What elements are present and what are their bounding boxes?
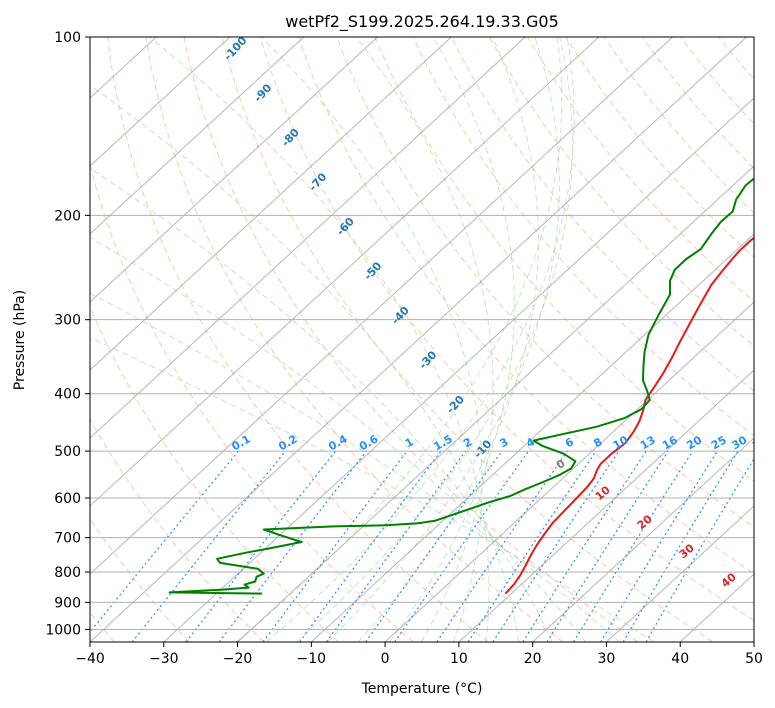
isotherm-line xyxy=(90,37,231,167)
mixing-ratio-line xyxy=(436,450,568,642)
dry-adiabat-line xyxy=(374,37,754,482)
chart-title: wetPf2_S199.2025.264.19.33.G05 xyxy=(285,12,559,32)
moist-adiabat-line xyxy=(149,37,490,642)
isotherm-line xyxy=(384,301,754,642)
moist-adiabat-line xyxy=(326,37,560,642)
x-tick-label: 0 xyxy=(381,651,390,667)
x-tick-label: −20 xyxy=(223,651,253,667)
y-tick-label: 200 xyxy=(54,208,81,224)
dry-adiabat-line xyxy=(450,37,754,392)
x-tick-label: −10 xyxy=(297,651,327,667)
dry-adiabat-line xyxy=(298,37,754,575)
moist-adiabat-line xyxy=(90,337,655,642)
y-tick-label: 900 xyxy=(54,595,81,611)
isotherm-line xyxy=(237,165,754,642)
isotherm-line xyxy=(163,97,754,642)
y-tick-label: 300 xyxy=(54,313,81,329)
x-tick-label: 20 xyxy=(524,651,542,667)
isotherm-line xyxy=(90,37,600,507)
background-lines xyxy=(90,37,754,642)
temperature-profile xyxy=(504,236,754,595)
moist-adiabat-line xyxy=(355,37,494,642)
isotherm-line xyxy=(90,37,526,439)
moist-adiabat-line xyxy=(389,37,515,642)
y-tick-label: 1000 xyxy=(45,622,81,638)
dry-adiabat-line xyxy=(183,37,639,642)
y-tick-label: 400 xyxy=(54,387,81,403)
moist-adiabat-line xyxy=(261,37,483,642)
dry-adiabat-line xyxy=(221,37,713,642)
mixing-ratio-line xyxy=(131,450,286,642)
mixing-ratio-line xyxy=(185,450,337,642)
dry-adiabat-line xyxy=(259,37,754,622)
isotherm-line xyxy=(532,437,754,642)
x-tick-label: 30 xyxy=(598,651,616,667)
x-tick-label: −30 xyxy=(149,651,179,667)
dry-adiabat-line xyxy=(527,37,754,303)
mixing-ratio-line xyxy=(622,450,739,642)
isotherm-line xyxy=(90,37,305,235)
isotherm-line xyxy=(606,505,754,642)
mixing-ratio-line xyxy=(218,450,367,642)
y-tick-label: 500 xyxy=(54,444,81,460)
mixing-ratio-line xyxy=(90,450,240,633)
mixing-ratio-line xyxy=(492,450,620,642)
y-tick-label: 800 xyxy=(54,565,81,581)
y-tick-label: 100 xyxy=(54,30,81,46)
dry-adiabat-line xyxy=(107,37,489,642)
mixing-ratio-line xyxy=(645,457,754,642)
mixing-ratio-label: 36 xyxy=(750,433,770,452)
x-axis-ticks: −40 −30 −20 −10 0 10 20 30 40 50 xyxy=(75,642,763,667)
isotherm-line xyxy=(90,37,747,642)
isotherm-line xyxy=(90,37,452,371)
mixing-ratio-line xyxy=(325,450,467,642)
x-tick-label: 50 xyxy=(745,651,763,667)
dry-adiabat-line xyxy=(90,305,339,642)
dewpoint-profile xyxy=(168,177,754,595)
y-axis-label: Pressure (hPa) xyxy=(12,290,28,390)
dry-adiabat-line xyxy=(641,37,754,170)
profiles xyxy=(168,177,754,595)
x-axis-label: Temperature (°C) xyxy=(361,681,483,697)
dry-adiabat-line xyxy=(145,37,564,642)
moist-adiabat-line xyxy=(357,37,539,642)
y-axis-ticks: 1000 900 800 700 600 500 400 300 200 100 xyxy=(45,30,90,638)
x-tick-label: 40 xyxy=(671,651,689,667)
mixing-ratio-line xyxy=(365,450,503,642)
moist-adiabat-line xyxy=(235,37,563,642)
isotherm-line xyxy=(310,233,754,642)
isotherm-line xyxy=(458,369,754,642)
x-tick-label: −40 xyxy=(75,651,105,667)
moist-adiabat-line xyxy=(90,84,520,642)
isotherm-line xyxy=(90,37,378,303)
dry-adiabat-line xyxy=(603,37,754,214)
y-tick-label: 600 xyxy=(54,491,81,507)
x-tick-label: 10 xyxy=(450,651,468,667)
moist-adiabat-line xyxy=(296,37,574,642)
mixing-ratio-line xyxy=(600,450,718,642)
dry-adiabat-line xyxy=(90,518,190,642)
mixing-ratio-line xyxy=(394,450,530,642)
plot-frame xyxy=(89,36,755,643)
isotherm-line xyxy=(90,37,673,575)
y-tick-label: 700 xyxy=(54,531,81,547)
mixing-ratio-line xyxy=(572,450,694,642)
mixing-ratio-line xyxy=(467,450,597,642)
moist-adiabat-line xyxy=(90,236,587,642)
